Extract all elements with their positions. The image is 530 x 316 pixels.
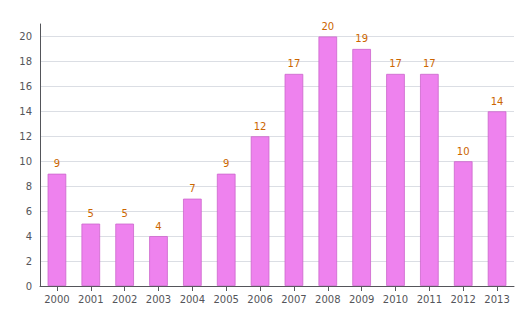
svg-text:16: 16 [19, 81, 32, 92]
svg-text:6: 6 [26, 206, 32, 217]
svg-text:2006: 2006 [247, 294, 272, 305]
svg-text:10: 10 [457, 146, 470, 157]
svg-text:12: 12 [19, 131, 32, 142]
svg-text:2007: 2007 [281, 294, 306, 305]
svg-text:9: 9 [223, 158, 229, 169]
svg-text:2000: 2000 [44, 294, 69, 305]
svg-text:20: 20 [19, 31, 32, 42]
svg-text:0: 0 [26, 281, 32, 292]
svg-text:14: 14 [491, 96, 504, 107]
svg-text:2001: 2001 [78, 294, 103, 305]
svg-text:18: 18 [19, 56, 32, 67]
svg-text:10: 10 [19, 156, 32, 167]
svg-text:5: 5 [121, 208, 127, 219]
svg-text:4: 4 [155, 221, 161, 232]
svg-text:8: 8 [26, 181, 32, 192]
svg-text:9: 9 [54, 158, 60, 169]
svg-text:17: 17 [423, 58, 436, 69]
svg-text:19: 19 [355, 33, 368, 44]
svg-text:2004: 2004 [180, 294, 205, 305]
svg-text:20: 20 [321, 21, 334, 32]
svg-text:2009: 2009 [349, 294, 374, 305]
svg-text:2: 2 [26, 256, 32, 267]
svg-text:14: 14 [19, 106, 32, 117]
svg-text:2010: 2010 [383, 294, 408, 305]
svg-text:2002: 2002 [112, 294, 137, 305]
svg-text:2005: 2005 [213, 294, 238, 305]
svg-text:2012: 2012 [450, 294, 475, 305]
svg-text:2003: 2003 [146, 294, 171, 305]
svg-text:2011: 2011 [417, 294, 442, 305]
svg-text:2008: 2008 [315, 294, 340, 305]
svg-text:2013: 2013 [484, 294, 509, 305]
svg-text:12: 12 [254, 121, 267, 132]
svg-text:7: 7 [189, 183, 195, 194]
svg-text:4: 4 [26, 231, 32, 242]
svg-text:5: 5 [88, 208, 94, 219]
svg-text:17: 17 [389, 58, 402, 69]
svg-text:17: 17 [288, 58, 301, 69]
